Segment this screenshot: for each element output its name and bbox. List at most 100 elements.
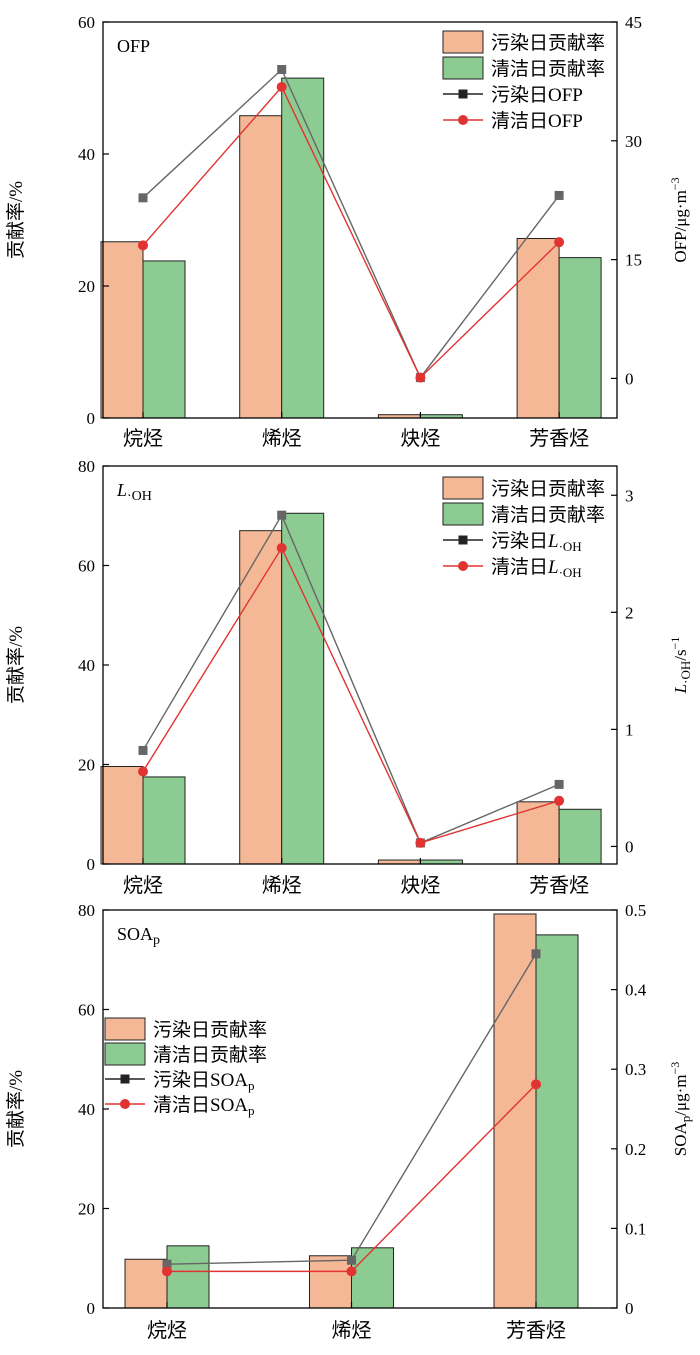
y-tick-label-1-3: 60 [78,557,95,576]
legend-marker-2-2 [120,1074,130,1084]
legend-label-1-0: 污染日贡献率 [491,478,605,500]
y-axis-title-0: 贡献率/% [5,181,27,259]
line-clean-1 [142,546,560,844]
legend-marker-0-2 [458,89,468,99]
marker-polluted-2-0 [162,1259,172,1269]
y2-tick-label-2-4: 0.4 [625,981,647,1000]
marker-clean-1-1 [276,542,287,553]
bar-polluted-1-0 [100,765,144,865]
legend-label-0-0: 污染日贡献率 [491,32,605,54]
y2-axis-title-2: SOAp/μg·m−3 [668,1062,693,1157]
y-tick-label-1-1: 20 [78,756,95,775]
bar-polluted-0-1 [239,115,283,419]
y2-tick-label-1-1: 1 [625,720,634,739]
legend-marker-1-3 [458,561,468,571]
bar-clean-2-0 [166,1245,210,1309]
bar-clean-0-1 [281,77,325,419]
y2-tick-label-2-2: 0.2 [625,1140,646,1159]
legend-marker-0-3 [458,115,468,125]
marker-clean-0-3 [554,237,565,248]
x-tick-label-2-0: 烷烃 [147,1319,187,1342]
x-tick-label-1-0: 烷烃 [123,874,163,897]
marker-clean-2-1 [346,1266,357,1277]
legend-label-0-1: 清洁日贡献率 [491,58,605,80]
marker-polluted-0-0 [138,193,148,203]
y-tick-label-2-2: 40 [78,1100,95,1119]
marker-clean-0-1 [276,81,287,92]
legend-marker-2-3 [120,1099,130,1109]
x-tick-label-1-3: 芳香烃 [529,874,589,897]
line-clean-0 [142,85,560,379]
x-tick-label-2-1: 烯烃 [332,1319,372,1342]
y-axis-title-2: 贡献率/% [5,1070,27,1148]
y2-tick-label-2-0: 0 [625,1299,634,1318]
marker-clean-0-0 [138,240,148,251]
y-tick-label-2-3: 60 [78,1001,95,1020]
x-tick-label-1-2: 炔烃 [400,874,440,897]
bar-polluted-2-1 [309,1255,352,1309]
y-tick-label-0-1: 20 [78,277,95,296]
bar-clean-1-1 [281,512,325,865]
marker-polluted-1-3 [554,779,564,789]
legend-label-1-1: 清洁日贡献率 [491,504,605,526]
plot-frame-0 [102,21,618,419]
marker-polluted-1-1 [277,510,287,520]
bar-clean-2-1 [351,1247,394,1309]
y2-tick-label-2-1: 0.1 [625,1219,646,1238]
y-axis-title-1: 贡献率/% [5,626,27,704]
y2-tick-label-0-0: 0 [625,369,634,388]
y-tick-label-1-2: 40 [78,656,95,675]
marker-polluted-2-2 [531,949,541,959]
line-polluted-1 [142,513,560,844]
y2-tick-label-1-2: 2 [625,603,634,622]
bar-polluted-0-0 [100,241,144,419]
legend-swatch-1-1 [442,502,484,526]
bar-clean-0-0 [142,260,186,419]
marker-polluted-0-1 [277,65,287,75]
line-polluted-0 [142,68,560,379]
marker-clean-1-2 [415,837,426,848]
bar-polluted-2-2 [493,913,537,1309]
y2-tick-label-2-3: 0.3 [625,1060,646,1079]
x-tick-label-2-2: 芳香烃 [506,1319,566,1342]
marker-polluted-2-1 [347,1255,356,1265]
legend-swatch-0-0 [442,30,484,54]
x-tick-label-0-2: 炔烃 [400,427,440,450]
marker-clean-0-2 [415,372,426,383]
x-tick-label-1-1: 烯烃 [262,874,302,897]
x-tick-label-0-3: 芳香烃 [529,427,589,450]
panel-label-0: OFP [117,36,150,56]
legend-swatch-0-1 [442,56,484,80]
y-tick-label-0-3: 60 [78,13,95,32]
y-tick-label-0-0: 0 [87,409,96,428]
bar-clean-0-3 [558,257,602,419]
bar-clean-2-2 [535,934,579,1309]
legend-label-2-0: 污染日贡献率 [153,1019,267,1041]
y2-tick-label-1-0: 0 [625,837,634,856]
legend-swatch-2-0 [104,1017,146,1041]
bar-polluted-2-0 [124,1258,168,1309]
y2-tick-label-2-5: 0.5 [625,901,646,920]
y2-tick-label-0-2: 30 [625,132,642,151]
panel-label-1: L·OH [116,480,152,504]
legend-label-2-1: 清洁日贡献率 [153,1044,267,1066]
y2-tick-label-0-1: 15 [625,251,642,270]
marker-polluted-0-3 [554,190,564,200]
marker-clean-1-0 [138,766,148,777]
y-tick-label-0-2: 40 [78,145,95,164]
y2-tick-label-0-3: 45 [625,13,642,32]
legend-label-1-3: 清洁日L·OH [491,556,582,580]
marker-clean-2-0 [162,1266,172,1277]
marker-clean-2-2 [531,1079,541,1090]
marker-clean-1-3 [554,795,565,806]
y2-axis-title-1: L·OH/s−1 [668,637,693,695]
legend-swatch-1-0 [442,476,484,500]
panel-label-2: SOAp [117,924,160,948]
y-tick-label-2-4: 80 [78,901,95,920]
bar-clean-1-0 [142,776,186,865]
bar-clean-1-3 [558,808,602,865]
x-tick-label-0-1: 烯烃 [262,427,302,450]
legend-label-0-3: 清洁日OFP [491,110,583,132]
legend-label-2-2: 污染日SOAp [153,1069,255,1093]
